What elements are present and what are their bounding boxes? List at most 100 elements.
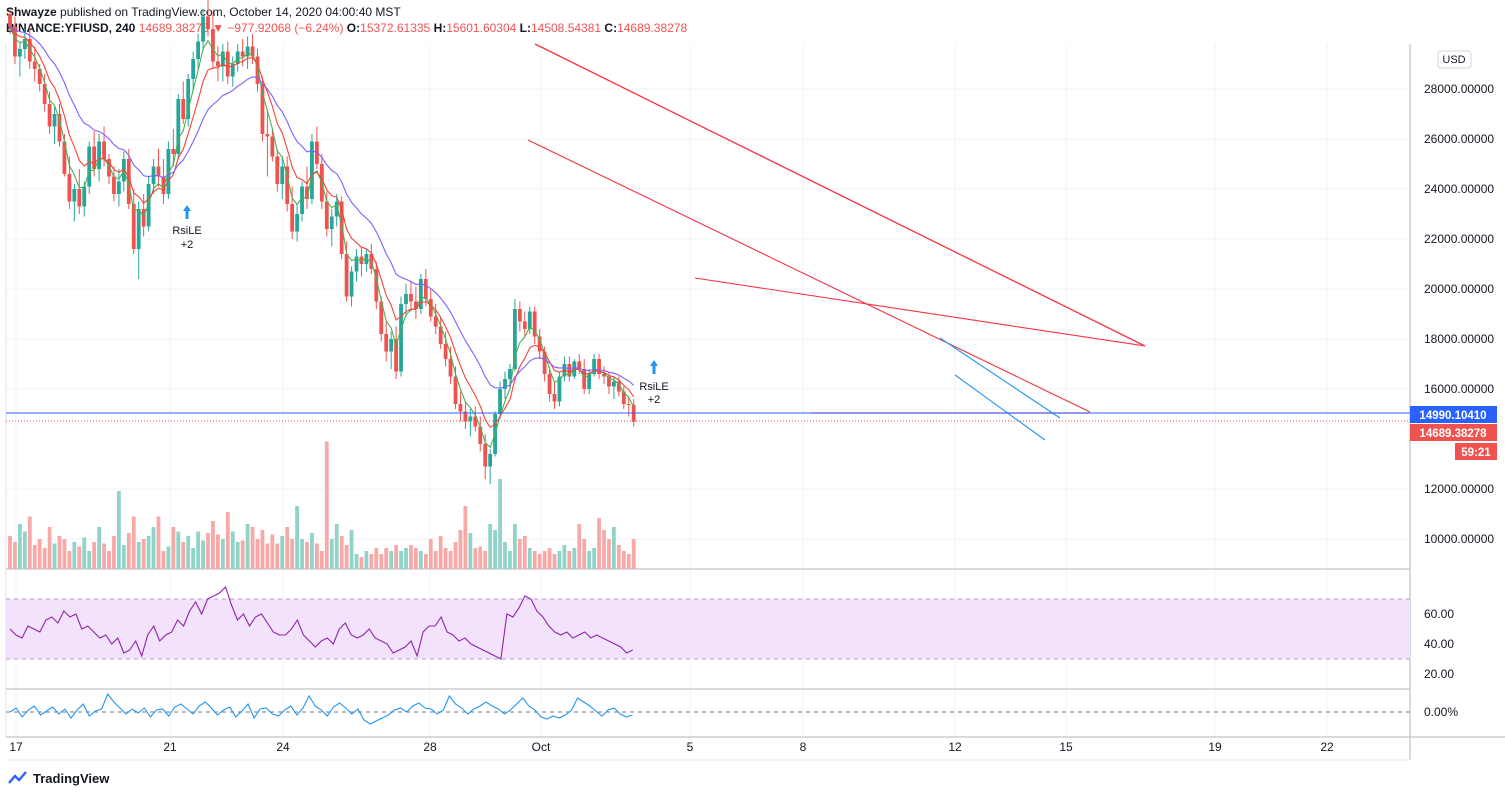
candle-body	[280, 166, 285, 184]
volume-bar	[146, 536, 151, 569]
volume-bar	[161, 551, 166, 569]
candle-body	[532, 311, 537, 337]
volume-bar	[488, 524, 493, 569]
volume-bar	[384, 548, 389, 569]
volume-bar	[562, 545, 567, 569]
candle-body	[295, 214, 299, 232]
candle-body	[92, 146, 97, 169]
candle-body	[8, 14, 12, 27]
volume-bar	[186, 536, 191, 569]
volume-bar	[305, 542, 309, 569]
volume-bar	[235, 542, 240, 569]
open-value: 15372.61335	[360, 21, 431, 35]
currency-button[interactable]	[1437, 50, 1472, 69]
candle-body	[72, 189, 77, 202]
volume-bar	[92, 542, 97, 569]
volume-bar	[527, 548, 532, 569]
volume-bar	[374, 548, 379, 569]
volume-bar	[334, 524, 339, 569]
candle-body	[18, 49, 22, 57]
signal-label: RsiLE	[639, 381, 668, 393]
candle-body	[468, 416, 473, 422]
volume-bar	[537, 554, 542, 569]
candle-body	[52, 114, 57, 127]
time-tick-label: 8	[800, 740, 807, 754]
volume-bar	[582, 539, 587, 569]
candle-body	[438, 326, 443, 344]
down-arrow-icon: ▼	[212, 21, 225, 35]
candle-body	[62, 141, 67, 174]
symbol-label[interactable]: BINANCE:YFIUSD, 240	[6, 21, 136, 35]
candle-body	[433, 316, 438, 327]
candle-body	[220, 51, 225, 67]
channel-top-line	[939, 337, 1061, 419]
candle-body	[587, 374, 592, 389]
candle-body	[626, 404, 631, 405]
signal-count: +2	[648, 394, 661, 406]
volume-bar	[359, 557, 364, 569]
volume-bar	[339, 536, 344, 569]
volume-bar	[181, 542, 186, 569]
candle-body	[265, 134, 270, 137]
candle-body	[196, 41, 200, 59]
candle-body	[201, 16, 205, 42]
candle-body	[414, 301, 418, 309]
publisher-name[interactable]: Shwayze	[6, 5, 57, 19]
candle-body	[503, 379, 507, 389]
candle-body	[156, 166, 161, 177]
candle-body	[394, 339, 398, 372]
volume-bar	[112, 536, 116, 569]
candle-body	[557, 376, 562, 402]
volume-bar	[557, 551, 562, 569]
trend-line-upper	[694, 277, 1146, 347]
tradingview-icon	[8, 771, 27, 784]
osc-tick-label: 0.00%	[1424, 705, 1458, 719]
candle-body	[87, 146, 92, 187]
channel-bottom-line	[954, 374, 1046, 441]
volume-bar	[67, 551, 72, 569]
symbol-legend: BINANCE:YFIUSD, 240 14689.38278 ▼ −977.9…	[6, 20, 1406, 36]
volume-bar	[626, 554, 631, 569]
candle-body	[131, 204, 136, 249]
volume-bar	[522, 536, 527, 569]
rsi-band	[6, 598, 1410, 713]
candle-body	[216, 61, 220, 67]
candle-body	[612, 381, 616, 387]
volume-bar	[230, 531, 235, 569]
candle-body	[329, 216, 334, 229]
volume-bar	[275, 543, 280, 569]
last-price-text: 14689.38278	[1419, 428, 1487, 440]
candle-body	[240, 51, 245, 57]
volume-bar	[433, 551, 438, 569]
price-scale[interactable]: 28000.00000 26000.00000 24000.00000 22000.0…	[1424, 82, 1494, 719]
close-label: C:	[604, 21, 618, 35]
volume-bar	[592, 548, 596, 569]
volume-bars	[8, 441, 636, 569]
time-tick-label: 21	[163, 740, 177, 754]
volume-bar	[354, 554, 359, 569]
volume-bar	[220, 539, 225, 569]
volume-bar	[399, 551, 403, 569]
volume-bar	[171, 527, 176, 569]
candle-body	[409, 294, 413, 302]
candle-body	[32, 61, 37, 69]
candle-body	[418, 279, 423, 309]
volume-bar	[319, 551, 324, 569]
volume-bar	[300, 539, 304, 569]
time-tick-label: Oct	[532, 740, 551, 754]
candle-body	[379, 301, 384, 334]
candlesticks	[8, 0, 636, 484]
price-tick-label: 24000.00000	[1424, 182, 1494, 196]
time-tick-label: 12	[948, 740, 962, 754]
volume-bar	[27, 516, 32, 569]
tradingview-logo[interactable]: TradingView	[8, 770, 109, 786]
trend-drawings[interactable]	[6, 43, 1410, 441]
volume-bar	[597, 518, 601, 569]
candle-body	[404, 294, 408, 304]
candle-body	[102, 141, 106, 159]
candle-body	[508, 369, 512, 379]
volume-bar	[42, 548, 47, 569]
time-axis[interactable]: 17 21 24 28 Oct 5 8 12 15 19 22	[9, 740, 1334, 754]
candle-body	[592, 359, 596, 374]
